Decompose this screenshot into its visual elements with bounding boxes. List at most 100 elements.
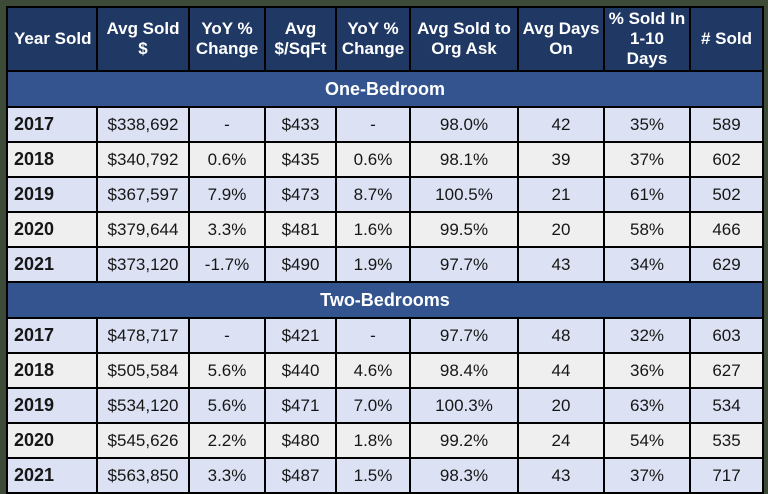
value-cell: 32% (603, 317, 691, 355)
value-cell: $367,597 (96, 176, 190, 214)
value-cell: 466 (689, 211, 764, 249)
value-cell: 58% (603, 211, 691, 249)
value-cell: 48 (517, 317, 605, 355)
value-cell: 8.7% (335, 176, 411, 214)
value-cell: 37% (603, 457, 691, 494)
value-cell: 7.9% (188, 176, 266, 214)
data-row-two-bedrooms-2021: 2021 $563,850 3.3% $487 1.5% 98.3% 43 37% 717 (6, 457, 764, 494)
value-cell: $440 (264, 352, 337, 390)
year-cell: 2017 (6, 106, 98, 144)
value-cell: 97.7% (409, 246, 519, 284)
value-cell: - (335, 106, 411, 144)
data-row-one-bedroom-2017: 2017 $338,692- $433-98.0% 42 35% 589 (6, 106, 764, 144)
section-row-two-bedrooms: Two-Bedrooms (6, 281, 764, 320)
year-cell: 2020 (6, 422, 98, 460)
value-cell: 98.3% (409, 457, 519, 494)
value-cell: $481 (264, 211, 337, 249)
value-cell: 1.9% (335, 246, 411, 284)
value-cell: 39 (517, 141, 605, 179)
value-cell: 2.2% (188, 422, 266, 460)
value-cell: $379,644 (96, 211, 190, 249)
value-cell: 97.7% (409, 317, 519, 355)
value-cell: 99.5% (409, 211, 519, 249)
data-row-two-bedrooms-2018: 2018 $505,584 5.6% $440 4.6% 98.4% 44 36% 627 (6, 352, 764, 390)
value-cell: 603 (689, 317, 764, 355)
value-cell: 20 (517, 211, 605, 249)
header-row: Year Sold Avg Sold $ YoY % Change Avg $/SqF… (6, 5, 764, 73)
year-cell: 2020 (6, 211, 98, 249)
section-title: Two-Bedrooms (6, 281, 764, 320)
value-cell: 98.1% (409, 141, 519, 179)
value-cell: $338,692 (96, 106, 190, 144)
value-cell: 627 (689, 352, 764, 390)
table-body: One-Bedroom 2017 $338,692- $433-98.0% 42 35% 5… (6, 70, 764, 494)
value-cell: $340,792 (96, 141, 190, 179)
value-cell: 4.6% (335, 352, 411, 390)
value-cell: - (188, 317, 266, 355)
value-cell: $373,120 (96, 246, 190, 284)
value-cell: 24 (517, 422, 605, 460)
year-cell: 2018 (6, 352, 98, 390)
data-row-two-bedrooms-2017: 2017 $478,717- $421-97.7% 48 32% 603 (6, 317, 764, 355)
value-cell: 61% (603, 176, 691, 214)
section-row-one-bedroom: One-Bedroom (6, 70, 764, 109)
value-cell: 5.6% (188, 387, 266, 425)
year-cell: 2018 (6, 141, 98, 179)
value-cell: 629 (689, 246, 764, 284)
data-row-two-bedrooms-2020: 2020 $545,626 2.2% $480 1.8% 99.2% 24 54% 535 (6, 422, 764, 460)
value-cell: 54% (603, 422, 691, 460)
value-cell: 100.5% (409, 176, 519, 214)
value-cell: $505,584 (96, 352, 190, 390)
value-cell: 0.6% (335, 141, 411, 179)
value-cell: $478,717 (96, 317, 190, 355)
value-cell: $421 (264, 317, 337, 355)
year-cell: 2021 (6, 246, 98, 284)
value-cell: 63% (603, 387, 691, 425)
value-cell: 100.3% (409, 387, 519, 425)
value-cell: 44 (517, 352, 605, 390)
value-cell: 602 (689, 141, 764, 179)
value-cell: 7.0% (335, 387, 411, 425)
data-row-one-bedroom-2019: 2019 $367,597 7.9% $473 8.7% 100.5% 21 61% 502 (6, 176, 764, 214)
value-cell: $534,120 (96, 387, 190, 425)
sales-stats-table: Year Sold Avg Sold $ YoY % Change Avg $/SqF… (6, 5, 764, 494)
value-cell: 0.6% (188, 141, 266, 179)
data-row-one-bedroom-2021: 2021 $373,120 -1.7% $490 1.9% 97.7% 43 34% 629 (6, 246, 764, 284)
value-cell: 589 (689, 106, 764, 144)
data-row-two-bedrooms-2019: 2019 $534,120 5.6% $471 7.0% 100.3% 20 63% 534 (6, 387, 764, 425)
data-row-one-bedroom-2020: 2020 $379,644 3.3% $481 1.6% 99.5% 20 58% 466 (6, 211, 764, 249)
value-cell: 43 (517, 457, 605, 494)
column-header-avg-sqft: Avg $/SqFt (264, 5, 337, 73)
value-cell: 98.4% (409, 352, 519, 390)
year-cell: 2017 (6, 317, 98, 355)
value-cell: 534 (689, 387, 764, 425)
value-cell: 717 (689, 457, 764, 494)
value-cell: $490 (264, 246, 337, 284)
value-cell: 21 (517, 176, 605, 214)
column-header-avg-sold-to-org-ask: Avg Sold to Org Ask (409, 5, 519, 73)
value-cell: -1.7% (188, 246, 266, 284)
value-cell: $433 (264, 106, 337, 144)
value-cell: 3.3% (188, 457, 266, 494)
value-cell: 1.6% (335, 211, 411, 249)
value-cell: - (188, 106, 266, 144)
value-cell: 43 (517, 246, 605, 284)
column-header-yoy-change: YoY % Change (335, 5, 411, 73)
year-cell: 2019 (6, 387, 98, 425)
value-cell: $473 (264, 176, 337, 214)
column-header-sold: # Sold (689, 5, 764, 73)
year-cell: 2019 (6, 176, 98, 214)
value-cell: 3.3% (188, 211, 266, 249)
value-cell: 5.6% (188, 352, 266, 390)
value-cell: 99.2% (409, 422, 519, 460)
value-cell: 502 (689, 176, 764, 214)
value-cell: $487 (264, 457, 337, 494)
value-cell: 35% (603, 106, 691, 144)
value-cell: $471 (264, 387, 337, 425)
value-cell: 535 (689, 422, 764, 460)
section-title: One-Bedroom (6, 70, 764, 109)
year-cell: 2021 (6, 457, 98, 494)
value-cell: 42 (517, 106, 605, 144)
column-header-avg-sold: Avg Sold $ (96, 5, 190, 73)
